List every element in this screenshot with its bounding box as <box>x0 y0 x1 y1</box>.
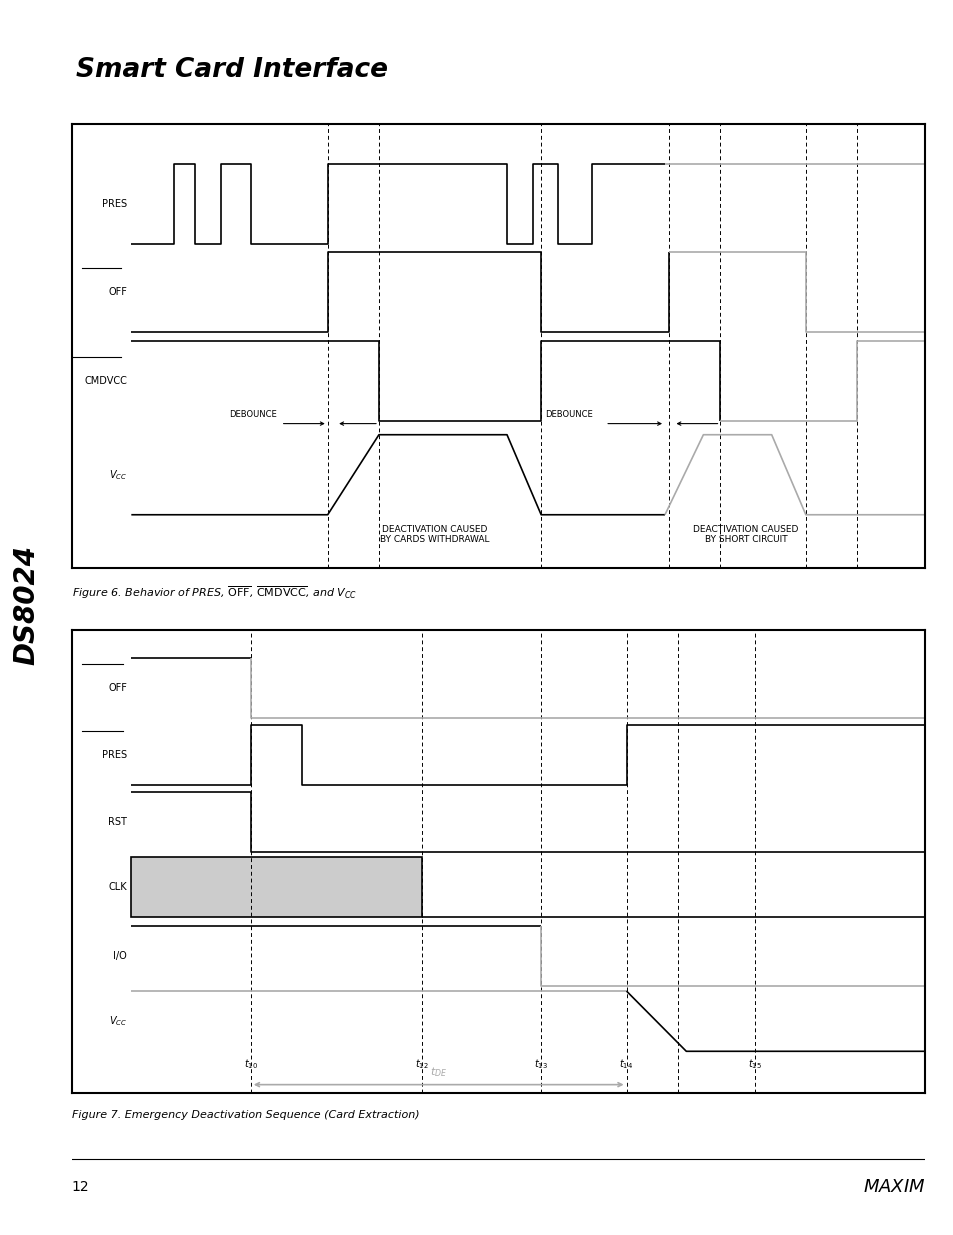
Text: $t_{14}$: $t_{14}$ <box>618 1057 633 1071</box>
Text: DEACTIVATION CAUSED
BY CARDS WITHDRAWAL: DEACTIVATION CAUSED BY CARDS WITHDRAWAL <box>379 525 489 545</box>
Text: $V_{CC}$: $V_{CC}$ <box>109 468 127 482</box>
Text: Figure 7. Emergency Deactivation Sequence (Card Extraction): Figure 7. Emergency Deactivation Sequenc… <box>71 1110 418 1120</box>
Text: CMDVCC: CMDVCC <box>84 377 127 387</box>
Text: $t_{15}$: $t_{15}$ <box>747 1057 760 1071</box>
Text: $V_{CC}$: $V_{CC}$ <box>109 1014 127 1028</box>
Text: CLK: CLK <box>109 882 127 892</box>
Text: Smart Card Interface: Smart Card Interface <box>76 57 388 84</box>
Text: I/O: I/O <box>113 951 127 961</box>
Text: DEBOUNCE: DEBOUNCE <box>545 410 593 419</box>
Text: $t_{12}$: $t_{12}$ <box>415 1057 428 1071</box>
Text: DS8024: DS8024 <box>12 545 40 666</box>
Text: $\mathit{MAXIM}$: $\mathit{MAXIM}$ <box>862 1178 924 1195</box>
Text: 12: 12 <box>71 1179 89 1194</box>
Text: PRES: PRES <box>102 199 127 209</box>
Text: OFF: OFF <box>108 683 127 693</box>
Text: PRES: PRES <box>102 750 127 760</box>
Text: $t_{13}$: $t_{13}$ <box>534 1057 548 1071</box>
Bar <box>132 857 421 916</box>
Text: DEACTIVATION CAUSED
BY SHORT CIRCUIT: DEACTIVATION CAUSED BY SHORT CIRCUIT <box>693 525 798 545</box>
Text: DEBOUNCE: DEBOUNCE <box>230 410 277 419</box>
Text: Figure 6. Behavior of PRES, $\overline{\mathrm{OFF}}$, $\overline{\mathrm{CMDVCC: Figure 6. Behavior of PRES, $\overline{\… <box>71 584 356 601</box>
Text: RST: RST <box>108 818 127 827</box>
Text: $t_{10}$: $t_{10}$ <box>244 1057 257 1071</box>
Text: $t_{DE}$: $t_{DE}$ <box>430 1066 447 1079</box>
Text: OFF: OFF <box>108 288 127 298</box>
